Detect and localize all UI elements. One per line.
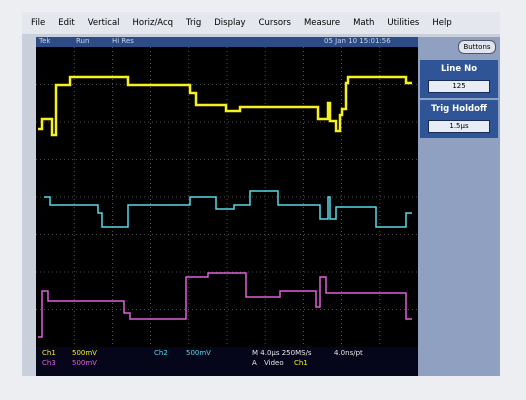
timebase: M 4.0µs 250MS/s xyxy=(252,349,312,357)
menu-item[interactable]: Cursors xyxy=(258,18,291,28)
trigger-channel: Ch1 xyxy=(294,359,308,367)
ch1-label: Ch1 xyxy=(42,349,56,357)
ch2-trace xyxy=(44,190,412,228)
field-label: Trig Holdoff xyxy=(431,104,487,114)
menu-item[interactable]: Utilities xyxy=(387,18,420,28)
field-value[interactable]: 1.5µs xyxy=(428,120,490,133)
ch3-trace xyxy=(38,272,412,338)
ch3-label: Ch3 xyxy=(42,359,56,367)
line-no-field: Line No 125 xyxy=(420,60,498,98)
trig-holdoff-field: Trig Holdoff 1.5µs xyxy=(420,100,498,138)
field-value[interactable]: 125 xyxy=(428,80,490,93)
menu-item[interactable]: Vertical xyxy=(87,18,120,28)
scope-screen: 1 2 Ch1 500mV Ch2 500mV Ch3 500mV M 4.0µ… xyxy=(36,47,418,376)
menu-item[interactable]: Help xyxy=(432,18,452,28)
scope-window: File Edit Vertical Horiz/Acq Trig Display Curs… xyxy=(22,12,500,376)
menu-bar: File Edit Vertical Horiz/Acq Trig Display Curs… xyxy=(22,12,500,34)
resolution: 4.0ns/pt xyxy=(334,349,363,357)
readout-bg xyxy=(36,347,418,376)
ch2-scale: 500mV xyxy=(186,349,211,357)
trigger-label: A xyxy=(252,359,257,367)
buttons-button[interactable]: Buttons xyxy=(458,40,496,54)
trigger-type: Video xyxy=(264,359,284,367)
menu-item[interactable]: Display xyxy=(214,18,246,28)
menu-item[interactable]: Measure xyxy=(303,18,341,28)
menu-item[interactable]: Edit xyxy=(58,18,75,28)
acq-mode: Hi Res xyxy=(112,37,134,45)
menu-item[interactable]: File xyxy=(31,18,46,28)
run-state: Run xyxy=(76,37,90,45)
side-panel: Buttons Line No 125 Trig Holdoff 1.5µs xyxy=(418,37,500,376)
menu-item[interactable]: Trig xyxy=(186,18,202,28)
ch1-trace xyxy=(38,75,412,137)
menu-item[interactable]: Math xyxy=(353,18,375,28)
menu-item[interactable]: Horiz/Acq xyxy=(132,18,174,28)
readout: Ch1 500mV Ch2 500mV Ch3 500mV M 4.0µs 25… xyxy=(42,349,363,367)
ch2-label: Ch2 xyxy=(154,349,168,357)
datetime: 05 Jan 10 15:01:56 xyxy=(324,37,391,45)
field-label: Line No xyxy=(440,64,478,74)
brand: Tek xyxy=(39,37,51,45)
ch1-scale: 500mV xyxy=(72,349,97,357)
status-bar: Tek Run Hi Res 05 Jan 10 15:01:56 xyxy=(36,37,418,47)
ch3-scale: 500mV xyxy=(72,359,97,367)
graticule-bg xyxy=(36,47,418,347)
